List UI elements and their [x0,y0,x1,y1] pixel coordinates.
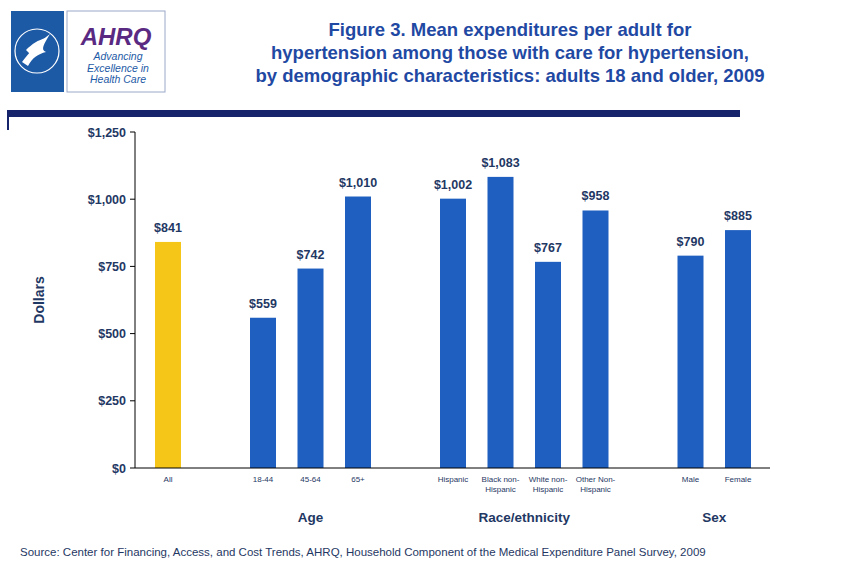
y-tick-label: $0 [112,462,126,476]
y-tick [130,199,135,200]
hhs-logo [11,11,64,92]
header-rule [8,110,740,117]
data-label: $559 [249,297,277,311]
y-tick-label: $500 [98,327,126,341]
logo-tagline-line: Excellence in [87,62,149,74]
source: Source: Center for Financing, Access, an… [20,546,706,558]
title: Figure 3. Mean expenditures per adult fo… [256,19,765,86]
x-tick-label: All [164,475,173,484]
y-tick [130,266,135,267]
x-tick-label-line: 45-64 [300,475,321,484]
x-tick-label: Black non-Hispanic [482,475,520,494]
data-label: $790 [677,235,705,249]
y-axis [135,132,136,468]
x-tick-label-line: Black non- [482,475,520,484]
y-tick-label: $1,000 [88,193,126,207]
hhs-logo-bg [11,11,64,92]
group-label: Age [298,510,324,525]
bars [155,177,751,468]
bar [440,199,466,468]
y-tick [130,468,135,469]
y-tick [130,333,135,334]
data-label: $1,010 [339,176,377,190]
data-label: $1,002 [434,178,472,192]
x-tick-label: 65+ [351,475,365,484]
ahrq-logo-bg [67,11,165,92]
y-tick-label: $750 [98,260,126,274]
y-tick [130,400,135,401]
x-tick-label-line: All [164,475,173,484]
bar [345,197,371,468]
data-label: $742 [297,248,325,262]
y-tick-label: $1,250 [88,126,126,140]
logo-tagline-line: Advancing [92,50,142,62]
bar [583,210,609,468]
data-label: $841 [154,221,182,235]
x-tick-label-line: 65+ [351,475,365,484]
x-tick-label-line: Hispanic [438,475,469,484]
data-label: $958 [582,189,610,203]
header-rule [7,110,9,130]
data-label: $767 [534,241,562,255]
hhs-logo-eagle [22,34,50,66]
hhs-logo-ring [15,29,59,73]
bar [725,230,751,468]
x-tick-label-line: Other Non- [576,475,616,484]
hhs-logo-eagle [26,38,46,54]
title-line: hypertension among those with care for h… [271,42,749,63]
bar [155,242,181,468]
x-tick-label: Hispanic [438,475,469,484]
x-tick-label-line: Female [725,475,752,484]
group-label: Race/ethnicity [478,510,570,525]
x-tick-label: Male [682,475,700,484]
background [0,0,853,576]
bar [250,318,276,468]
bar [678,256,704,468]
x-tick-label: 45-64 [300,475,321,484]
x-tick-label: White non-Hispanic [529,475,568,494]
chart: AHRQAdvancingExcellence inHealth Care Fig… [0,0,853,576]
bar [488,177,514,468]
x-tick-label: Other Non-Hispanic [576,475,616,494]
x-tick-label-line: Hispanic [580,485,611,494]
ahrq-logo: AHRQAdvancingExcellence inHealth Care [67,11,165,92]
x-tick-label: Female [725,475,752,484]
x-tick-label-line: Hispanic [533,485,564,494]
title-line: Figure 3. Mean expenditures per adult fo… [329,19,692,40]
bar [298,269,324,468]
y-axis-label: Dollars [31,276,47,324]
data-label: $885 [724,209,752,223]
x-tick-label-line: Male [682,475,700,484]
logo-tagline-line: Health Care [90,73,146,85]
group-label: Sex [702,510,727,525]
x-tick-label-line: 18-44 [253,475,274,484]
title-line: by demographic characteristics: adults 1… [256,65,765,86]
logo-tagline: AdvancingExcellence inHealth Care [87,50,149,85]
logo-name: AHRQ [80,23,152,50]
y-tick-label: $250 [98,394,126,408]
x-tick-label-line: Hispanic [485,485,516,494]
y-tick [130,132,135,133]
x-tick-label: 18-44 [253,475,274,484]
x-tick-label-line: White non- [529,475,568,484]
data-label: $1,083 [481,156,519,170]
x-axis [135,468,770,469]
bar [535,262,561,468]
